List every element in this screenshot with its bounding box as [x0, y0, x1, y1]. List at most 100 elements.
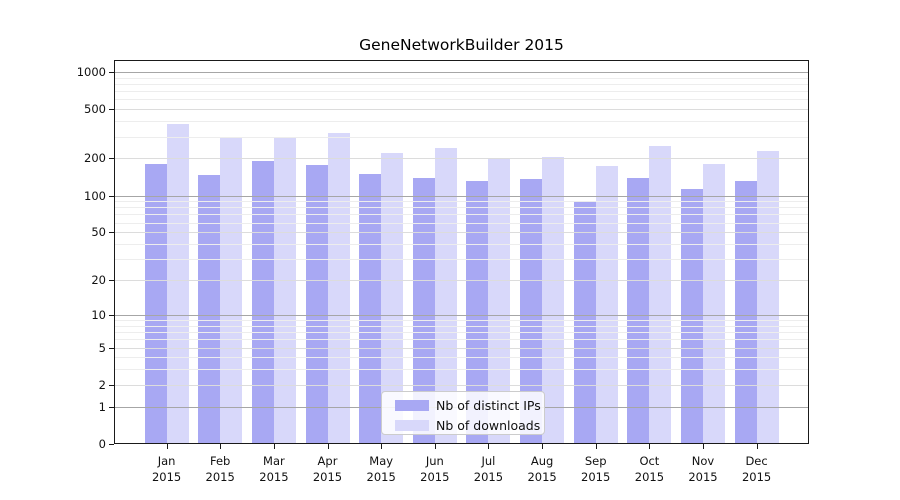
bar-distinct-ips — [681, 188, 703, 444]
x-tick — [595, 444, 597, 449]
x-tick — [273, 444, 275, 449]
x-tick-label-month: Mar — [263, 454, 285, 468]
x-tick-label-year: 2015 — [420, 470, 450, 484]
gridline — [114, 347, 809, 349]
minor-gridline — [114, 222, 809, 224]
ticks-layer: 0 1 2 5 10 20 50 100 200 500 1000 Jan 2015 Feb 2015 Mar… — [77, 60, 809, 484]
x-tick-label-year: 2015 — [151, 470, 182, 484]
legend-item: Nb of downloads — [382, 416, 544, 434]
x-tick-label-year: 2015 — [741, 470, 772, 484]
x-tick — [434, 444, 436, 449]
y-tick — [109, 280, 114, 281]
x-tick — [220, 444, 222, 449]
x-tick — [488, 444, 490, 449]
bar-distinct-ips — [305, 164, 328, 444]
x-tick-label-month: Feb — [210, 454, 231, 468]
y-tick — [109, 232, 114, 234]
bar-distinct-ips — [359, 173, 382, 444]
minor-gridline — [114, 259, 809, 261]
minor-gridline — [114, 136, 809, 138]
x-tick-label-month: Dec — [745, 454, 768, 468]
minor-gridline — [114, 332, 809, 333]
y-tick-label: 1 — [98, 399, 106, 414]
minor-gridline — [114, 91, 809, 93]
bar-downloads — [703, 164, 725, 444]
x-tick-label: Apr 2015 — [296, 453, 360, 485]
x-tick — [649, 444, 651, 449]
minor-gridline — [114, 201, 809, 203]
bar-distinct-ips — [466, 180, 489, 444]
x-tick-label-month: Aug — [530, 454, 554, 468]
gridline — [114, 109, 809, 111]
x-tick — [327, 444, 329, 449]
x-tick-label-year: 2015 — [259, 470, 289, 484]
gridline — [114, 158, 809, 160]
bar-downloads — [595, 165, 618, 444]
x-tick-label-year: 2015 — [473, 470, 504, 484]
y-tick-label: 20 — [91, 273, 106, 287]
gridline — [114, 384, 809, 386]
bar-downloads — [327, 132, 350, 444]
minor-gridline — [114, 244, 809, 245]
x-tick-label: Feb 2015 — [188, 453, 252, 485]
legend-swatch-distinct-ips — [395, 399, 429, 411]
x-tick — [166, 444, 168, 449]
y-tick-label: 0 — [98, 437, 106, 451]
minor-gridline — [114, 320, 809, 321]
y-tick-label: 2 — [98, 377, 106, 392]
x-tick-label-year: 2015 — [581, 470, 611, 484]
bar-downloads — [381, 153, 404, 444]
x-tick-label-month: May — [369, 454, 394, 468]
bars-layer — [114, 60, 809, 444]
y-tick-label: 200 — [84, 151, 106, 166]
x-tick-label-month: Nov — [691, 454, 715, 468]
minor-gridline — [114, 77, 809, 79]
x-tick-label-month: Oct — [639, 454, 660, 468]
x-tick-label: Dec 2015 — [725, 453, 789, 485]
x-tick-label-year: 2015 — [688, 470, 718, 484]
x-tick-label: Sep 2015 — [564, 453, 628, 485]
minor-gridline — [114, 83, 809, 85]
y-tick-label: 5 — [98, 340, 106, 355]
x-tick-label: Oct 2015 — [617, 453, 681, 485]
y-tick — [109, 195, 114, 197]
minor-gridline — [114, 214, 809, 216]
y-tick — [109, 384, 114, 386]
y-tick — [109, 314, 114, 316]
x-tick-label-month: Apr — [317, 454, 338, 468]
legend-label: Nb of distinct IPs — [436, 397, 541, 413]
y-tick — [109, 158, 114, 160]
major-gridline — [114, 195, 809, 197]
y-tick-label: 500 — [84, 102, 106, 117]
x-tick — [542, 444, 544, 449]
x-tick-label: Aug 2015 — [510, 453, 574, 485]
chart-title: GeneNetworkBuilder 2015 — [359, 36, 564, 54]
y-tick-label: 50 — [91, 225, 106, 240]
gridline — [114, 232, 809, 234]
y-tick-label: 10 — [91, 307, 106, 322]
major-gridline — [114, 314, 809, 316]
x-tick-label-year: 2015 — [527, 470, 557, 484]
x-tick-label: Jan 2015 — [135, 453, 199, 485]
minor-gridline — [114, 207, 809, 209]
y-tick-label: 1000 — [76, 64, 106, 79]
x-tick-label: Jun 2015 — [403, 453, 467, 485]
minor-gridline — [114, 369, 809, 371]
y-tick — [109, 109, 114, 111]
x-tick-label-month: Jan — [157, 454, 176, 468]
bar-distinct-ips — [251, 161, 274, 444]
legend-item: Nb of distinct IPs — [382, 396, 544, 414]
minor-gridline — [114, 357, 809, 359]
x-tick-label-month: Sep — [584, 454, 607, 468]
minor-gridline — [114, 339, 809, 341]
bar-distinct-ips — [520, 179, 543, 444]
bar-downloads — [488, 159, 511, 444]
x-tick-label-month: Jun — [425, 454, 444, 468]
minor-gridline — [114, 121, 809, 123]
bar-distinct-ips — [198, 174, 221, 444]
minor-gridline — [114, 99, 809, 101]
x-tick-label: Mar 2015 — [242, 453, 306, 485]
y-tick-label: 100 — [84, 188, 106, 203]
y-tick — [109, 71, 114, 73]
